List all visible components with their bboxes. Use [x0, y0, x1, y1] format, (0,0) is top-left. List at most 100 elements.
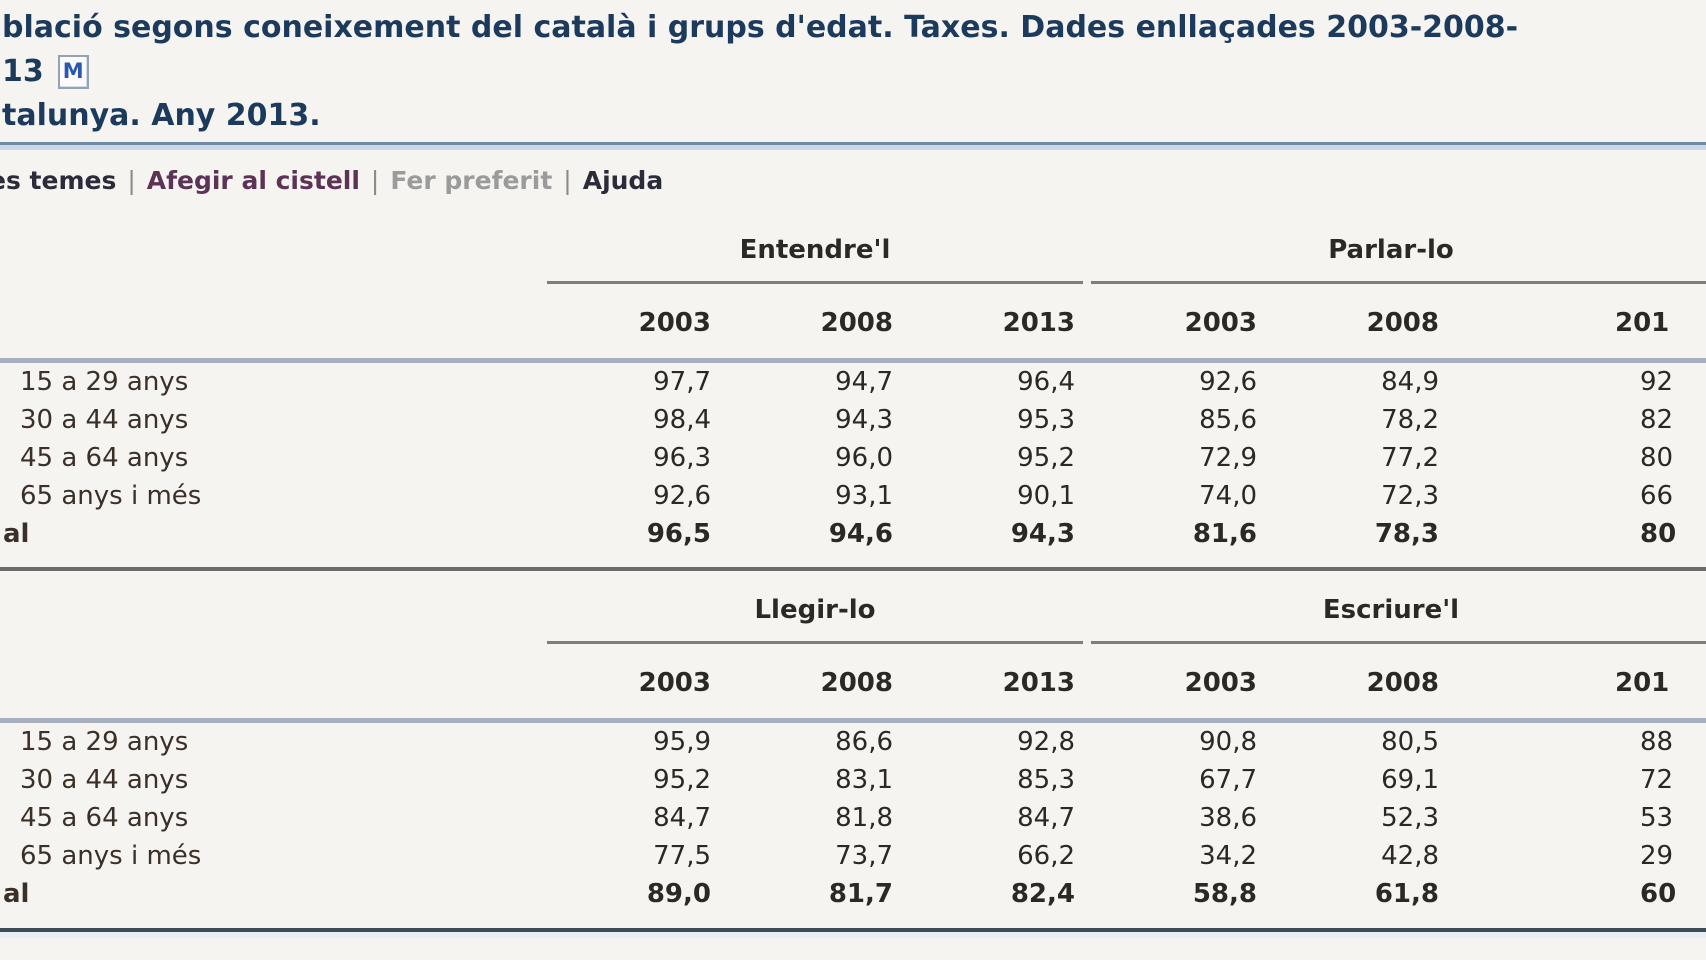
- title-divider: [0, 142, 1706, 150]
- table-cell: 92,6: [653, 481, 711, 511]
- table-cell: 96,0: [835, 443, 893, 473]
- table-cell: 52,3: [1381, 803, 1439, 833]
- table-cell: 72,3: [1381, 481, 1439, 511]
- column-group: Llegir-lo: [547, 571, 1083, 644]
- table-row: 45 a 64 anys 96,3 96,0 95,2 72,9 77,2 80: [0, 439, 1706, 477]
- year-header-spacer: [0, 284, 545, 338]
- table-bottom-divider: [0, 928, 1706, 938]
- table-cell: 72,9: [1199, 443, 1257, 473]
- page-title: blació segons coneixement del català i g…: [2, 6, 1706, 138]
- row-label: 30 a 44 anys: [20, 765, 189, 795]
- table-cell: 97,7: [653, 367, 711, 397]
- table-cell: 67,7: [1199, 765, 1257, 795]
- table-cell: 95,2: [1017, 443, 1075, 473]
- table-cell: 58,8: [1192, 879, 1257, 909]
- row-label: 15 a 29 anys: [20, 727, 189, 757]
- table-header-divider: [0, 358, 1706, 363]
- menu-item-altres-temes[interactable]: es temes: [0, 166, 117, 195]
- table-cell: 94,6: [828, 519, 893, 549]
- data-table-2: Llegir-lo Escriure'l 2003 2008 2013 2003 2008 2…: [0, 571, 1706, 913]
- menu-separator: |: [563, 166, 572, 195]
- table-cell: 84,7: [1017, 803, 1075, 833]
- menu-item-ajuda[interactable]: Ajuda: [582, 166, 664, 195]
- table-cell: 34,2: [1199, 841, 1257, 871]
- column-group: Escriure'l: [1091, 571, 1706, 644]
- table-cell: 77,2: [1381, 443, 1439, 473]
- year-column-header: 2008: [820, 668, 893, 698]
- table-row: 30 a 44 anys 95,2 83,1 85,3 67,7 69,1 72: [0, 761, 1706, 799]
- table-cell: 29: [1640, 841, 1674, 871]
- row-label: 45 a 64 anys: [20, 443, 189, 473]
- row-label: 15 a 29 anys: [20, 367, 189, 397]
- group-header-spacer: [0, 571, 545, 644]
- table-row: 45 a 64 anys 84,7 81,8 84,7 38,6 52,3 53: [0, 799, 1706, 837]
- table-cell: 81,7: [828, 879, 893, 909]
- table-cell: 60: [1640, 879, 1677, 909]
- table-cell: 38,6: [1199, 803, 1257, 833]
- data-table-1: Entendre'l Parlar-lo 2003 2008 2013 2003 2008 2…: [0, 195, 1706, 571]
- table-cell: 73,7: [835, 841, 893, 871]
- table-cell: 93,1: [835, 481, 893, 511]
- table-cell: 66: [1640, 481, 1674, 511]
- year-column-header: 2008: [1366, 668, 1439, 698]
- table-section-divider: [0, 567, 1706, 571]
- year-column-header: 2008: [1366, 308, 1439, 338]
- table-cell: 61,8: [1374, 879, 1439, 909]
- column-group-header-row: Entendre'l Parlar-lo: [0, 195, 1706, 284]
- table-cell: 78,3: [1374, 519, 1439, 549]
- table-cell: 96,3: [653, 443, 711, 473]
- menu-item-fer-preferit[interactable]: Fer preferit: [390, 166, 553, 195]
- row-label: 65 anys i més: [20, 841, 202, 871]
- column-group: Parlar-lo: [1091, 195, 1706, 284]
- title-line-3: talunya. Any 2013.: [2, 98, 321, 133]
- column-group-label: Escriure'l: [1322, 595, 1460, 625]
- year-header-row: 2003 2008 2013 2003 2008 201: [0, 284, 1706, 338]
- year-column-header: 201: [1615, 308, 1670, 338]
- table-cell: 89,0: [646, 879, 711, 909]
- table-cell: 94,7: [835, 367, 893, 397]
- menu-separator: |: [370, 166, 380, 195]
- group-header-spacer: [0, 195, 545, 284]
- table-cell: 69,1: [1381, 765, 1439, 795]
- table-cell: 80: [1640, 519, 1677, 549]
- table-cell: 42,8: [1381, 841, 1439, 871]
- table-cell: 77,5: [653, 841, 711, 871]
- menu-item-afegir-al-cistell[interactable]: Afegir al cistell: [146, 166, 360, 195]
- column-group-header-row: Llegir-lo Escriure'l: [0, 571, 1706, 644]
- table-cell: 72: [1640, 765, 1674, 795]
- year-header-spacer: [0, 644, 545, 698]
- table-cell: 94,3: [1010, 519, 1075, 549]
- table-cell: 78,2: [1381, 405, 1439, 435]
- row-label: 45 a 64 anys: [20, 803, 189, 833]
- year-column-header: 2003: [638, 668, 711, 698]
- methodology-icon[interactable]: M: [57, 55, 89, 89]
- table-cell: 84,7: [653, 803, 711, 833]
- year-column-header: 2003: [638, 308, 711, 338]
- table-row: 30 a 44 anys 98,4 94,3 95,3 85,6 78,2 82: [0, 401, 1706, 439]
- table-cell: 85,3: [1017, 765, 1075, 795]
- column-group-label: Entendre'l: [739, 235, 891, 265]
- table-cell: 85,6: [1199, 405, 1257, 435]
- table-cell: 80: [1640, 443, 1674, 473]
- row-label: al: [3, 879, 30, 909]
- table-cell: 94,3: [835, 405, 893, 435]
- row-label: al: [3, 519, 30, 549]
- table-row: 65 anys i més 77,5 73,7 66,2 34,2 42,8 29: [0, 837, 1706, 875]
- year-column-header: 2013: [1002, 308, 1075, 338]
- table-cell: 86,6: [835, 727, 893, 757]
- column-group-label: Llegir-lo: [754, 595, 876, 625]
- table-header-divider: [0, 718, 1706, 723]
- table-cell: 66,2: [1017, 841, 1075, 871]
- table-cell: 82,4: [1010, 879, 1075, 909]
- table-cell: 98,4: [653, 405, 711, 435]
- year-column-header: 201: [1615, 668, 1670, 698]
- year-column-header: 2003: [1184, 308, 1257, 338]
- year-column-header: 2013: [1002, 668, 1075, 698]
- table-row: al 96,5 94,6 94,3 81,6 78,3 80: [0, 515, 1706, 553]
- column-group: Entendre'l: [547, 195, 1083, 284]
- table-cell: 88: [1640, 727, 1674, 757]
- table-cell: 95,2: [653, 765, 711, 795]
- table-cell: 83,1: [835, 765, 893, 795]
- statistics-tables: Entendre'l Parlar-lo 2003 2008 2013 2003 2008 2…: [0, 195, 1706, 913]
